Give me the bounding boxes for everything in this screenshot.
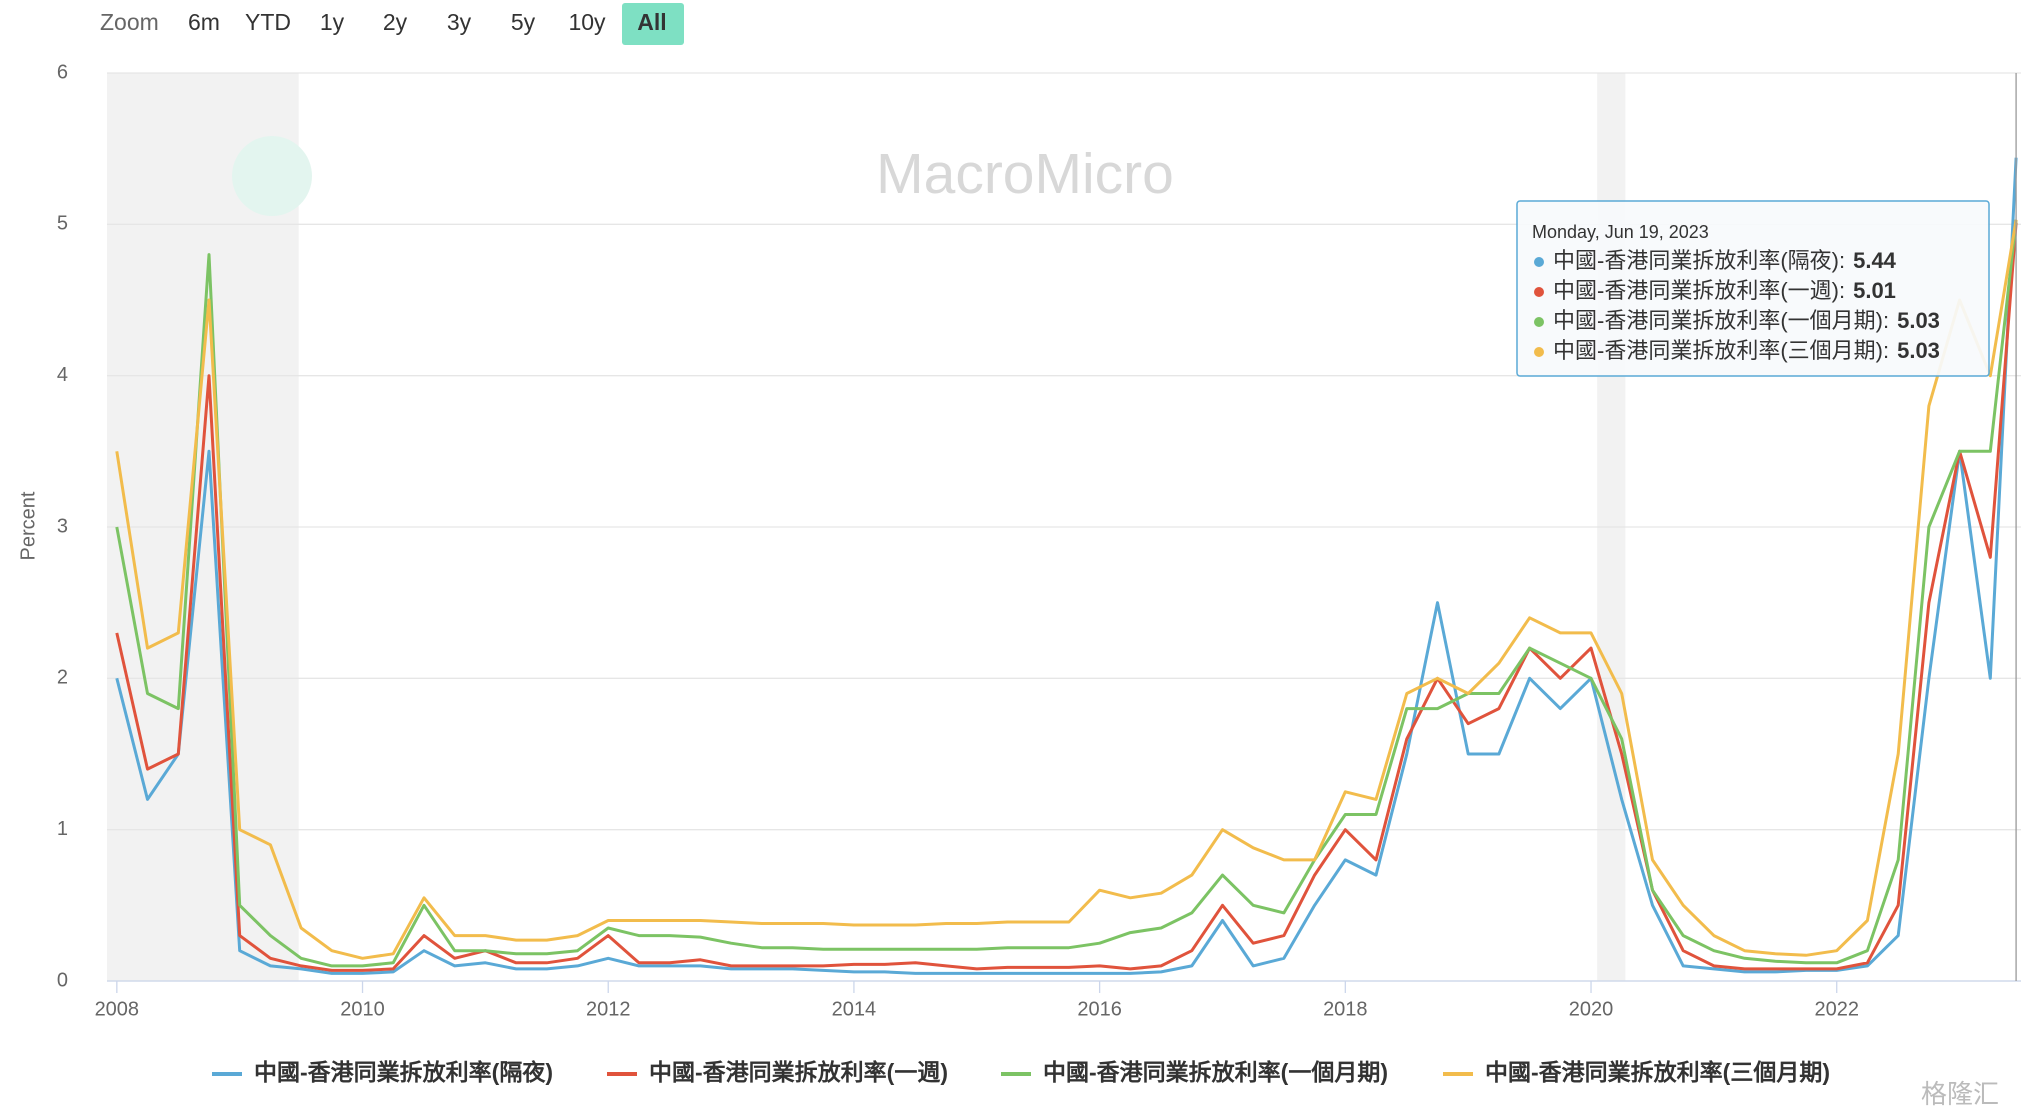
watermark-icon (232, 136, 312, 216)
y-tick-label: 3 (57, 515, 68, 537)
zoom-button[interactable]: 3y (429, 3, 491, 45)
y-tick-label: 6 (57, 61, 68, 83)
zoom-button[interactable]: 5y (493, 3, 555, 45)
tooltip-marker (1534, 347, 1544, 357)
zoom-button[interactable]: 10y (557, 3, 619, 45)
zoom-button-label: 10y (568, 9, 606, 35)
zoom-button-label: YTD (245, 9, 291, 35)
zoom-button-label: 6m (188, 9, 220, 35)
tooltip-value: 5.44 (1853, 248, 1897, 273)
source-logo: 格隆汇 (1921, 1079, 1999, 1109)
zoom-button[interactable]: All (622, 3, 684, 45)
series-line (115, 219, 2018, 960)
tooltip-label: 中國-香港同業拆放利率(一個月期): (1553, 308, 1889, 333)
legend-item[interactable]: 中國-香港同業拆放利率(一個月期) (1001, 1059, 1388, 1085)
legend-label: 中國-香港同業拆放利率(一個月期) (1043, 1059, 1388, 1085)
legend-label: 中國-香港同業拆放利率(隔夜) (254, 1059, 553, 1085)
tooltip-value: 5.03 (1897, 338, 1940, 363)
zoom-button-label: 1y (320, 9, 345, 35)
x-tick-label: 2012 (586, 998, 631, 1020)
tooltip-marker (1534, 287, 1544, 297)
y-tick-label: 4 (57, 364, 68, 386)
legend-item[interactable]: 中國-香港同業拆放利率(一週) (607, 1059, 948, 1085)
series-line (115, 222, 2018, 972)
tooltip-marker (1534, 317, 1544, 327)
watermark: MacroMicro (876, 142, 1174, 206)
x-tick-label: 2020 (1569, 998, 1614, 1020)
zoom-button[interactable]: 1y (302, 3, 364, 45)
x-tick-label: 2018 (1323, 998, 1368, 1020)
x-tick-label: 2016 (1077, 998, 1122, 1020)
series-line (115, 157, 2018, 975)
series-line (115, 219, 2018, 968)
x-tick-label: 2022 (1814, 998, 1859, 1020)
zoom-button[interactable]: 2y (365, 3, 427, 45)
y-tick-label: 0 (57, 969, 68, 991)
x-tick-label: 2014 (832, 998, 877, 1020)
zoom-button-label: 5y (511, 9, 536, 35)
legend-item[interactable]: 中國-香港同業拆放利率(三個月期) (1443, 1059, 1830, 1085)
zoom-button-label: 3y (447, 9, 472, 35)
tooltip-marker (1534, 257, 1544, 267)
y-tick-label: 5 (57, 213, 68, 235)
zoom-button[interactable]: YTD (238, 3, 300, 45)
y-tick-label: 2 (57, 667, 68, 689)
legend-item[interactable]: 中國-香港同業拆放利率(隔夜) (212, 1059, 553, 1085)
tooltip-label: 中國-香港同業拆放利率(三個月期): (1553, 338, 1889, 363)
tooltip-box (1516, 200, 1990, 377)
tooltip-value: 5.01 (1853, 278, 1896, 303)
y-axis-title: Percent (17, 491, 39, 560)
legend-label: 中國-香港同業拆放利率(三個月期) (1485, 1059, 1830, 1085)
zoom-button-label: All (637, 9, 666, 35)
zoom-label: Zoom (100, 9, 159, 35)
zoom-button[interactable]: 6m (174, 3, 236, 45)
tooltip-value: 5.03 (1897, 308, 1940, 333)
y-tick-label: 1 (57, 818, 68, 840)
x-tick-label: 2008 (95, 998, 140, 1020)
tooltip-label: 中國-香港同業拆放利率(隔夜): (1553, 248, 1845, 273)
tooltip-date: Monday, Jun 19, 2023 (1532, 222, 1709, 242)
x-tick-label: 2010 (340, 998, 385, 1020)
tooltip-label: 中國-香港同業拆放利率(一週): (1553, 278, 1845, 303)
legend-label: 中國-香港同業拆放利率(一週) (649, 1059, 948, 1085)
zoom-button-bg (622, 3, 684, 45)
zoom-button-label: 2y (383, 9, 408, 35)
